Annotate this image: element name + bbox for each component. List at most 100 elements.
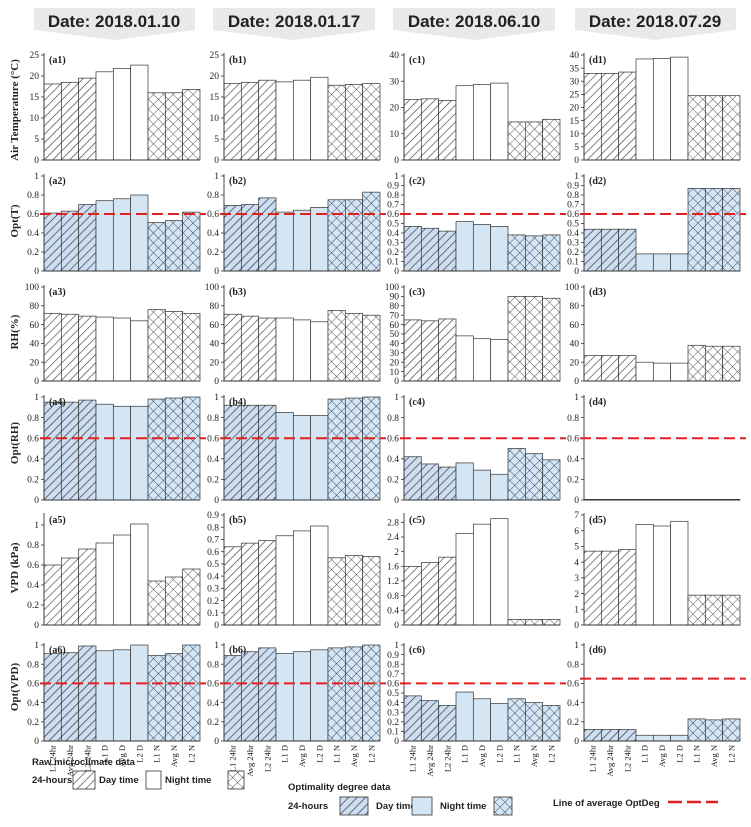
bar-l2-n [722, 188, 741, 272]
bar-l2-d [670, 362, 689, 382]
y-tick-label: 20 [30, 358, 40, 368]
bar-avg-24hr [60, 313, 80, 382]
bar-avg-24hr [600, 729, 620, 742]
bar-l2-n [362, 83, 381, 161]
y-tick-label: 0.7 [387, 201, 399, 211]
panel-label: (a5) [49, 515, 66, 526]
y-tick-label: 0 [214, 267, 219, 277]
y-tick-label: 1 [394, 641, 399, 651]
bar-l1-24hr [403, 456, 422, 501]
bar-l1-d [635, 361, 654, 382]
y-tick-label: 0.4 [27, 699, 39, 709]
bar-l2-24hr [78, 399, 97, 501]
y-tick-label: 2 [574, 590, 579, 600]
bar-l2-24hr [78, 645, 97, 742]
bar-avg-n [524, 702, 544, 742]
y-tick-label: 2.4 [387, 533, 399, 543]
date-label: Date: 2018.07.29 [589, 12, 721, 31]
bar-l2-n [722, 95, 741, 161]
y-tick-label: 0.4 [27, 455, 39, 465]
y-tick-label: 40 [570, 340, 580, 350]
legend-swatch-opt-night [493, 796, 513, 816]
y-tick-label: 1 [214, 641, 219, 651]
panel-a4: 0 0.2 0.4 0.6 0.8 1 (a4) [27, 393, 206, 506]
bar-l2-24hr [438, 466, 457, 501]
bar-l2-d [310, 207, 329, 272]
panel-d4: 0 0.2 0.4 0.6 0.8 1 (d4) [567, 393, 746, 506]
y-tick-label: 0.8 [567, 414, 579, 424]
bar-l2-n [542, 234, 561, 272]
x-category-label: L1 24hr [408, 745, 418, 772]
bar-avg-n [164, 397, 184, 501]
y-tick-label: 0.5 [387, 220, 399, 230]
y-tick-label: 20 [390, 358, 400, 368]
bar-avg-d [652, 362, 672, 382]
y-tick-label: 1 [574, 605, 579, 615]
y-tick-label: 0.2 [207, 476, 219, 486]
ylabel-rh: RH(%) [9, 314, 21, 349]
bar-avg-d [292, 415, 312, 501]
bar-l1-n [507, 619, 526, 626]
y-tick-label: 90 [390, 293, 400, 303]
y-tick-label: 1 [394, 172, 399, 182]
panel-d3: 0 20 40 60 80 100 (d3) [565, 283, 741, 387]
bar-avg-n [164, 576, 184, 626]
y-tick-label: 5 [574, 543, 579, 553]
bar-l1-d [275, 81, 294, 161]
bar-avg-n [524, 296, 544, 382]
bar-l2-n [182, 312, 201, 382]
bar-l1-24hr [403, 99, 422, 161]
bar-avg-d [292, 319, 312, 382]
y-tick-label: 100 [25, 283, 40, 293]
y-tick-label: 0.8 [567, 660, 579, 670]
y-tick-label: 0.3 [387, 239, 399, 249]
y-tick-label: 5 [34, 135, 39, 145]
bar-l1-d [275, 211, 294, 272]
bar-l1-d [455, 221, 474, 272]
y-tick-label: 0 [214, 737, 219, 747]
panel-label: (a6) [49, 645, 66, 656]
bar-avg-n [704, 188, 724, 272]
y-tick-label: 0.6 [207, 434, 219, 444]
bar-l1-24hr [43, 212, 62, 272]
bar-avg-d [472, 224, 492, 272]
panel-label: (a4) [49, 397, 66, 408]
y-tick-label: 1 [34, 641, 39, 651]
y-tick-label: 1 [214, 393, 219, 403]
y-tick-label: 0.9 [207, 511, 219, 521]
panel-label: (b1) [229, 55, 246, 66]
y-tick-label: 0.6 [207, 548, 219, 558]
bar-avg-24hr [600, 550, 620, 626]
y-tick-label: 100 [385, 283, 400, 293]
bar-l2-d [130, 405, 149, 501]
bar-l1-n [507, 296, 526, 382]
bar-l2-24hr [618, 355, 637, 382]
bar-l2-24hr [258, 79, 277, 161]
y-tick-label: 0.4 [27, 581, 39, 591]
x-category-label: L2 24hr [622, 745, 632, 772]
y-tick-label: 0 [574, 377, 579, 387]
y-tick-label: 0.4 [207, 455, 219, 465]
panel-d1: 0 5 10 15 20 25 30 35 40 (d1) [570, 51, 741, 166]
panel-c6: 00.10.20.30.40.50.60.70.80.91 (c6) L1 24hr… [387, 641, 566, 777]
x-category-label: Avg N [349, 745, 359, 767]
y-tick-label: 50 [390, 330, 400, 340]
bar-avg-n [164, 653, 184, 742]
bar-avg-24hr [60, 210, 80, 272]
y-tick-label: 0.1 [387, 728, 399, 738]
bar-avg-24hr [60, 401, 80, 501]
bar-l1-d [635, 58, 654, 161]
panel-label: (a3) [49, 287, 66, 298]
y-tick-label: 0.6 [207, 680, 219, 690]
y-tick-label: 80 [210, 302, 220, 312]
bar-l2-d [490, 703, 509, 742]
panel-b3: 0 20 40 60 80 100 (b3) [205, 283, 381, 387]
y-tick-label: 25 [210, 51, 220, 61]
x-category-label: Avg D [657, 745, 667, 767]
y-tick-label: 0.8 [207, 191, 219, 201]
bar-avg-24hr [60, 557, 80, 626]
bar-l1-24hr [583, 729, 602, 742]
bar-l1-n [687, 718, 706, 742]
panel-c5: 0 0.4 0.8 1.2 1.6 2 2.4 2.8 (c5) [387, 513, 561, 631]
y-tick-label: 0.6 [27, 434, 39, 444]
